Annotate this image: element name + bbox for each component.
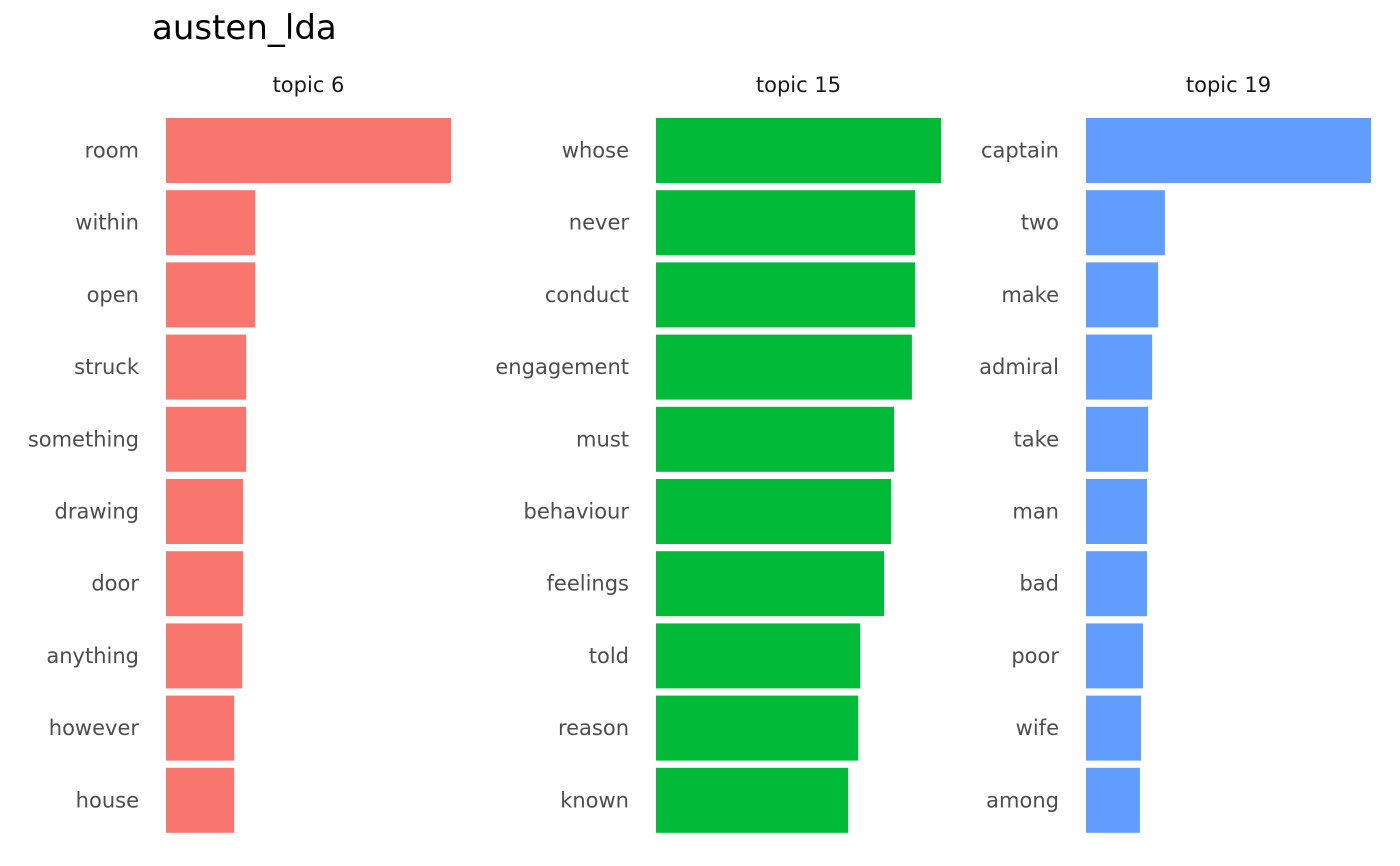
bar	[1086, 118, 1371, 183]
bar	[1086, 695, 1141, 761]
bar	[166, 190, 256, 256]
y-tick-label: bad	[1019, 572, 1059, 596]
bar	[166, 118, 451, 183]
facet-strip-label: topic 19	[1186, 73, 1271, 97]
bar	[656, 479, 892, 544]
y-tick-label: open	[87, 283, 139, 307]
y-tick-label: conduct	[545, 283, 629, 307]
bar	[166, 479, 243, 544]
bar	[166, 262, 256, 328]
facet-strip-label: topic 15	[756, 73, 841, 97]
bar	[166, 406, 247, 472]
y-tick-label: anything	[46, 644, 139, 668]
y-tick-label: among	[986, 788, 1059, 812]
y-tick-label: door	[91, 572, 139, 596]
bar	[1086, 406, 1149, 472]
bar	[166, 551, 243, 617]
bar	[166, 623, 243, 689]
y-tick-label: within	[75, 211, 139, 235]
chart-title: austen_lda	[152, 8, 337, 48]
bar	[656, 406, 894, 472]
bar	[656, 262, 916, 328]
y-tick-label: two	[1021, 211, 1059, 235]
bar	[656, 118, 941, 183]
bar	[656, 551, 884, 617]
facet-panel: topic 19 captain two make admiral take man bad p…	[979, 73, 1371, 833]
bar	[166, 767, 235, 833]
y-tick-label: whose	[562, 139, 629, 163]
y-tick-label: house	[76, 788, 139, 812]
bar	[1086, 551, 1147, 617]
bar	[656, 767, 849, 833]
bar	[1086, 767, 1140, 833]
y-tick-label: take	[1014, 427, 1059, 451]
bar	[1086, 262, 1159, 328]
bar	[1086, 623, 1143, 689]
y-tick-label: engagement	[495, 355, 629, 379]
y-tick-label: room	[85, 139, 139, 163]
y-tick-label: wife	[1016, 716, 1059, 740]
y-tick-label: admiral	[979, 355, 1059, 379]
bar	[166, 695, 235, 761]
bar	[1086, 479, 1147, 544]
bar	[1086, 334, 1153, 400]
y-tick-label: man	[1012, 500, 1059, 524]
y-tick-label: reason	[558, 716, 629, 740]
bar	[656, 190, 916, 256]
facet-strip-label: topic 6	[273, 73, 345, 97]
y-tick-label: struck	[74, 355, 140, 379]
y-tick-label: drawing	[55, 500, 139, 524]
y-tick-label: never	[569, 211, 630, 235]
y-tick-label: feelings	[547, 572, 629, 596]
bar	[166, 334, 247, 400]
facet-panel: topic 6 room within open struck something draw…	[28, 73, 451, 833]
bar	[656, 623, 861, 689]
y-tick-label: make	[1001, 283, 1059, 307]
y-tick-label: known	[560, 788, 629, 812]
y-tick-label: something	[28, 427, 139, 451]
y-tick-label: told	[589, 644, 629, 668]
bar	[656, 334, 912, 400]
bar	[1086, 190, 1165, 256]
y-tick-label: must	[576, 427, 629, 451]
bar	[656, 695, 859, 761]
y-tick-label: poor	[1011, 644, 1059, 668]
y-tick-label: captain	[981, 139, 1059, 163]
y-tick-label: behaviour	[524, 500, 630, 524]
facet-panel: topic 15 whose never conduct engagement must b…	[495, 73, 941, 833]
y-tick-label: however	[49, 716, 140, 740]
